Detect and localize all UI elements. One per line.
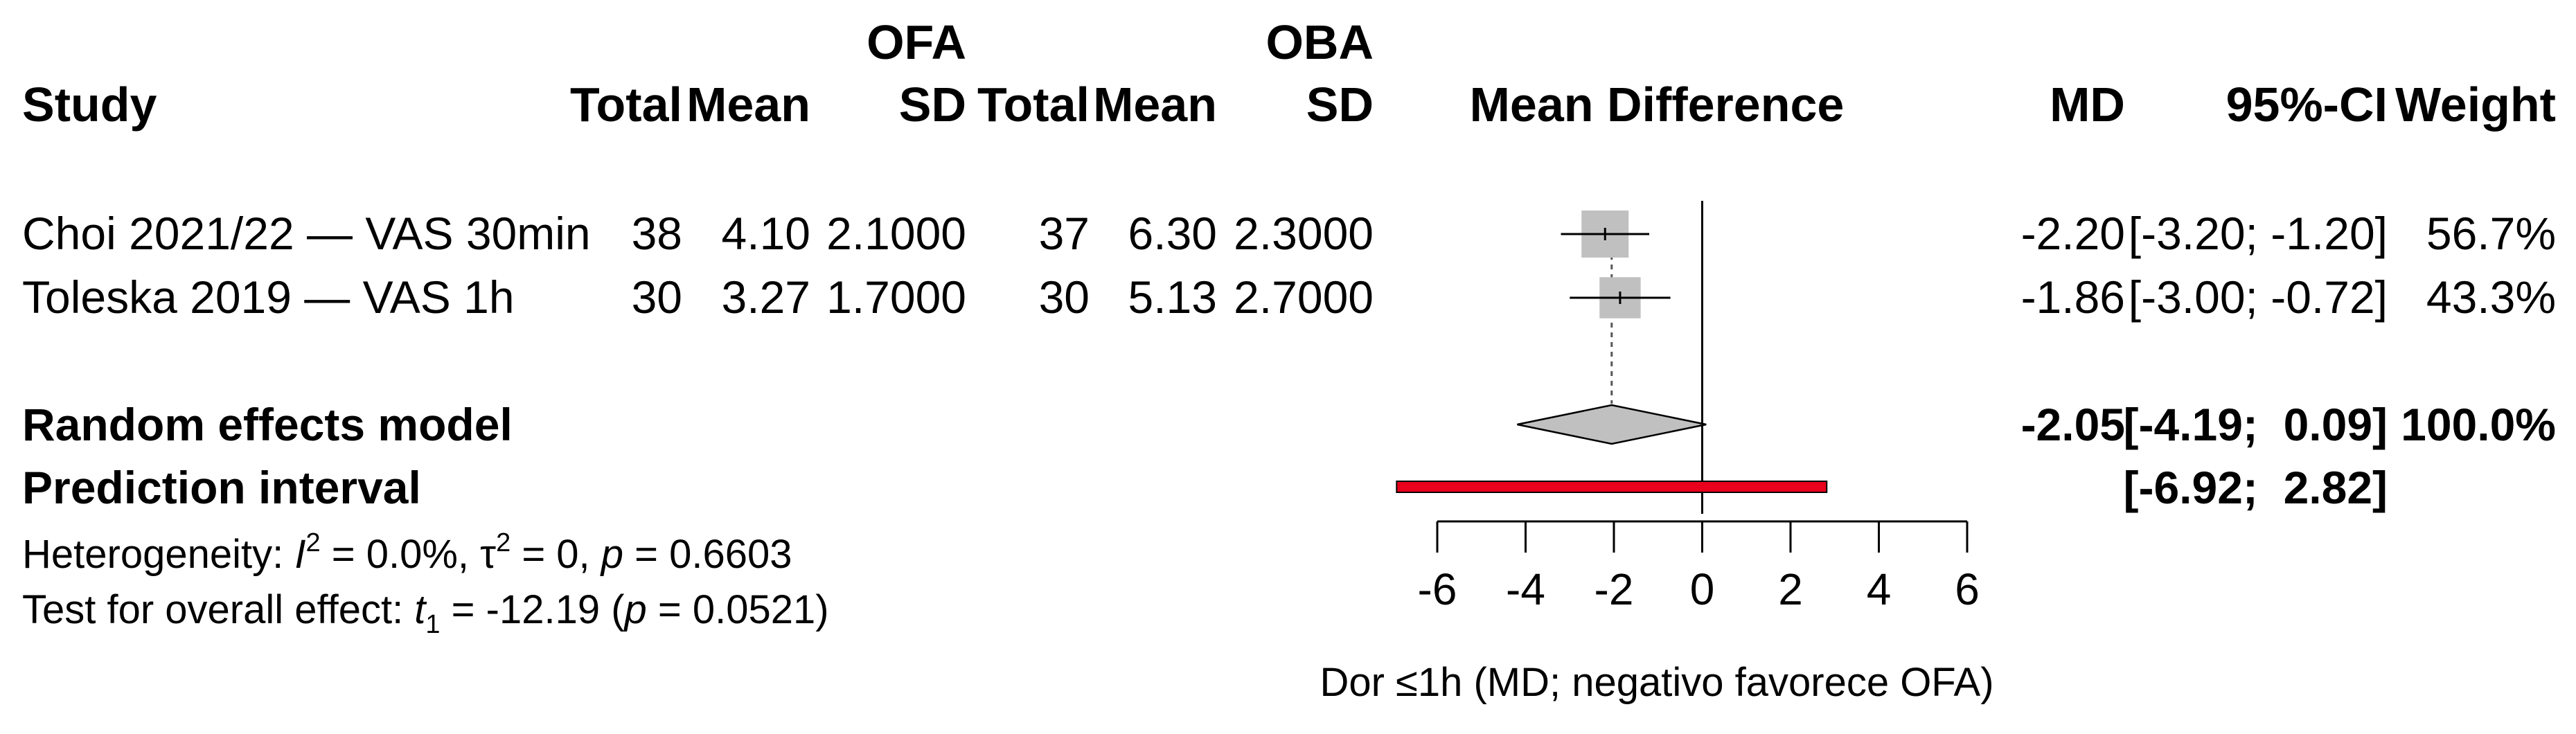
header-total-e: Total [570, 78, 682, 132]
experimental-group-label: OFA [867, 15, 966, 69]
random-effects-diamond [1517, 404, 1707, 445]
tau2-value: = 0, [510, 532, 601, 577]
x-tick-label-6: 6 [1955, 564, 1980, 614]
prediction-interval-ci: [-6.92; 2.82] [2124, 462, 2388, 513]
study-1-weight: 56.7% [2426, 208, 2556, 259]
study-2-mean-e: 3.27 [722, 271, 810, 323]
x-tick-label-3: 0 [1690, 564, 1715, 614]
header-sd-c: SD [1306, 78, 1374, 132]
header-total-c: Total [977, 78, 1090, 132]
header-mean-c: Mean [1093, 78, 1217, 132]
tau2-symbol: τ [480, 532, 496, 577]
random-effects-ci: [-4.19; 0.09] [2124, 399, 2388, 450]
i2-symbol: I [294, 532, 305, 577]
prediction-interval-bar [1396, 481, 1828, 493]
header-sd-e: SD [899, 78, 966, 132]
x-tick-label-5: 4 [1867, 564, 1892, 614]
study-2-md: -1.86 [2021, 271, 2125, 323]
header-mean-e: Mean [686, 78, 810, 132]
heterogeneity-p-value: = 0.6603 [623, 532, 792, 577]
t-symbol: t [414, 587, 427, 632]
tau2-superscript: 2 [496, 528, 510, 557]
i2-value: = 0.0%, [321, 532, 481, 577]
header-weight: Weight [2395, 78, 2556, 132]
p-symbol: p [600, 532, 623, 577]
random-effects-label: Random effects model [22, 399, 513, 450]
heterogeneity-text: Heterogeneity: I2 = 0.0%, τ2 = 0, p = 0.… [22, 528, 792, 577]
study-2-ci: [-3.00; -0.72] [2129, 271, 2388, 323]
t-subscript: 1 [425, 610, 440, 639]
i2-superscript: 2 [305, 528, 320, 557]
study-1-total-c: 37 [1039, 208, 1090, 259]
study-1-mean-e: 4.10 [722, 208, 810, 259]
header-md: MD [2050, 78, 2125, 132]
header-plot: Mean Difference [1470, 78, 1845, 132]
heterogeneity-prefix: Heterogeneity: [22, 532, 294, 577]
overall-p-symbol: p [623, 587, 647, 632]
overall-effect-prefix: Test for overall effect: [22, 587, 414, 632]
x-tick-label-2: -2 [1595, 564, 1634, 614]
x-tick-label-1: -4 [1506, 564, 1545, 614]
study-1-total-e: 38 [632, 208, 682, 259]
study-2-total-e: 30 [632, 271, 682, 323]
random-effects-md: -2.05 [2021, 399, 2125, 450]
overall-effect-text: Test for overall effect: t1 = -12.19 (p … [22, 587, 829, 639]
study-1-name: Choi 2021/22 — VAS 30min [22, 208, 591, 259]
t-value: = -12.19 ( [441, 587, 625, 632]
study-1-md: -2.20 [2021, 208, 2125, 259]
x-tick-label-0: -6 [1418, 564, 1457, 614]
study-2-name: Toleska 2019 — VAS 1h [22, 271, 515, 323]
study-1-sd-e: 2.1000 [826, 208, 966, 259]
prediction-interval-label: Prediction interval [22, 462, 421, 513]
study-1-mean-c: 6.30 [1128, 208, 1217, 259]
study-1-sd-c: 2.3000 [1234, 208, 1374, 259]
x-axis-title: Dor ≤1h (MD; negativo favorece OFA) [1320, 660, 1993, 705]
header-study: Study [22, 78, 157, 132]
plot-marks: -6 -4 -2 0 2 4 6 [1396, 201, 1980, 614]
overall-p-value: = 0.0521) [647, 587, 829, 632]
study-1-ci: [-3.20; -1.20] [2129, 208, 2388, 259]
study-2-sd-c: 2.7000 [1234, 271, 1374, 323]
x-tick-label-4: 2 [1778, 564, 1803, 614]
control-group-label: OBA [1265, 15, 1374, 69]
header-ci: 95%-CI [2226, 78, 2388, 132]
random-effects-weight: 100.0% [2401, 399, 2556, 450]
study-2-weight: 43.3% [2426, 271, 2556, 323]
study-2-total-c: 30 [1039, 271, 1090, 323]
study-2-sd-e: 1.7000 [826, 271, 966, 323]
study-2-mean-c: 5.13 [1128, 271, 1217, 323]
